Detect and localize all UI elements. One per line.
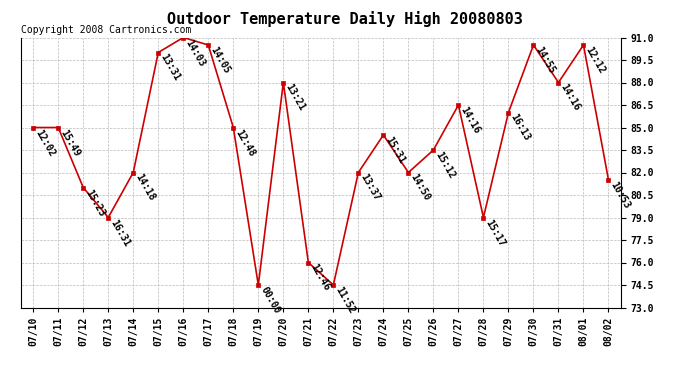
Text: 14:16: 14:16 [558,82,582,113]
Text: 12:12: 12:12 [584,45,607,75]
Text: 15:31: 15:31 [384,135,406,165]
Text: 11:52: 11:52 [333,285,357,315]
Text: 12:46: 12:46 [308,262,332,293]
Text: 14:55: 14:55 [533,45,557,75]
Text: 14:05: 14:05 [208,45,232,75]
Text: 13:31: 13:31 [158,53,181,83]
Text: 14:50: 14:50 [408,172,432,203]
Text: 15:17: 15:17 [484,217,506,248]
Text: 16:13: 16:13 [509,112,532,143]
Text: 15:12: 15:12 [433,150,457,180]
Text: 12:48: 12:48 [233,128,257,158]
Text: 00:00: 00:00 [258,285,282,315]
Text: Outdoor Temperature Daily High 20080803: Outdoor Temperature Daily High 20080803 [167,11,523,27]
Text: 13:21: 13:21 [284,82,306,113]
Text: 15:23: 15:23 [83,188,106,218]
Text: 12:02: 12:02 [33,128,57,158]
Text: 14:16: 14:16 [458,105,482,135]
Text: 14:03: 14:03 [184,38,206,68]
Text: 14:18: 14:18 [133,172,157,203]
Text: Copyright 2008 Cartronics.com: Copyright 2008 Cartronics.com [21,25,191,35]
Text: 15:49: 15:49 [58,128,81,158]
Text: 10:53: 10:53 [609,180,632,210]
Text: 16:31: 16:31 [108,217,132,248]
Text: 13:37: 13:37 [358,172,382,203]
